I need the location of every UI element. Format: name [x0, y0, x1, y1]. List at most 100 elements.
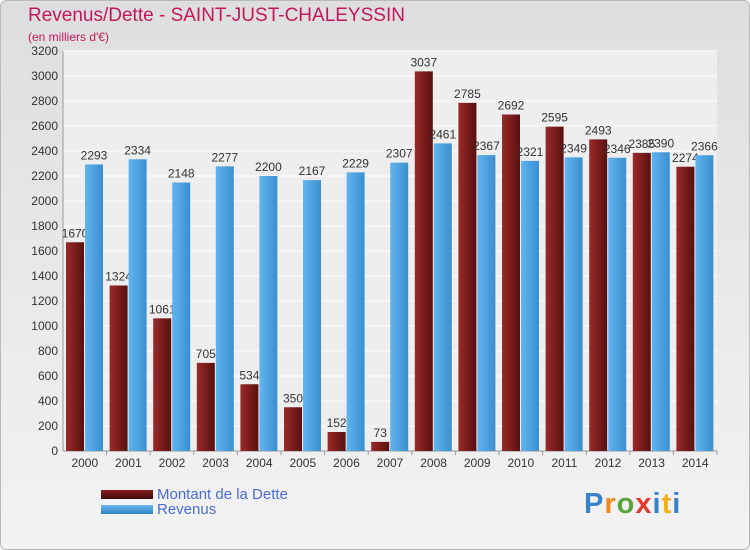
- bar-revenue: [390, 162, 409, 451]
- x-tick-label: 2006: [333, 456, 360, 470]
- y-tick-label: 1200: [31, 294, 58, 308]
- data-label-debt: 1324: [105, 270, 132, 284]
- data-label-debt: 350: [283, 391, 303, 405]
- y-tick-label: 200: [38, 419, 58, 433]
- y-tick-label: 2200: [31, 169, 58, 183]
- data-label-debt: 2692: [498, 99, 525, 113]
- y-tick-label: 600: [38, 369, 58, 383]
- chart-title: Revenus/Dette - SAINT-JUST-CHALEYSSIN: [28, 5, 405, 26]
- bar-revenue: [215, 166, 234, 451]
- y-tick-label: 2800: [31, 94, 58, 108]
- bar-revenue: [608, 157, 627, 451]
- bar-debt: [545, 126, 564, 451]
- y-tick-label: 1000: [31, 319, 58, 333]
- data-label-revenue: 2346: [604, 142, 631, 156]
- data-label-revenue: 2277: [211, 150, 238, 164]
- data-label-revenue: 2349: [560, 141, 587, 155]
- data-label-debt: 2595: [541, 111, 568, 125]
- x-tick-label: 2003: [202, 456, 229, 470]
- data-label-debt: 2274: [672, 151, 699, 165]
- data-label-debt: 1061: [149, 302, 176, 316]
- legend-label-debt: Montant de la Dette: [157, 486, 288, 503]
- y-tick-label: 2600: [31, 119, 58, 133]
- bar-debt: [66, 242, 84, 451]
- x-tick-label: 2005: [289, 456, 316, 470]
- data-label-revenue: 2366: [691, 139, 718, 153]
- bar-revenue: [303, 180, 321, 451]
- data-label-revenue: 2390: [647, 136, 674, 150]
- x-tick-label: 2010: [507, 456, 534, 470]
- data-label-debt: 3037: [410, 55, 437, 69]
- y-tick-label: 800: [38, 344, 58, 358]
- x-tick-label: 2007: [377, 456, 404, 470]
- bar-revenue: [651, 152, 670, 451]
- y-tick-label: 3200: [31, 44, 58, 58]
- x-tick-label: 2013: [638, 456, 665, 470]
- data-label-debt: 2493: [585, 123, 612, 137]
- legend-label-revenue: Revenus: [157, 501, 217, 518]
- legend-swatch-revenue: [101, 505, 153, 514]
- y-tick-label: 1800: [31, 219, 58, 233]
- x-tick-label: 2004: [246, 456, 273, 470]
- y-tick-label: 1400: [31, 269, 58, 283]
- bar-debt: [196, 362, 215, 451]
- x-tick-label: 2011: [551, 456, 577, 470]
- data-label-revenue: 2293: [81, 148, 108, 162]
- bar-debt: [284, 407, 302, 451]
- y-tick-label: 0: [51, 444, 58, 458]
- y-tick-label: 400: [38, 394, 58, 408]
- data-label-debt: 2385: [628, 137, 655, 151]
- bar-debt: [371, 441, 390, 451]
- x-tick-label: 2014: [682, 456, 709, 470]
- data-label-revenue: 2229: [342, 156, 369, 170]
- bar-revenue: [695, 155, 714, 451]
- bar-revenue: [433, 143, 452, 451]
- bar-debt: [589, 139, 608, 451]
- legend-swatch-debt: [101, 490, 153, 499]
- y-tick-label: 3000: [31, 69, 58, 83]
- data-label-debt: 2785: [454, 87, 481, 101]
- x-tick-label: 2001: [115, 456, 142, 470]
- y-tick-label: 1600: [31, 244, 58, 258]
- bar-debt: [327, 432, 346, 451]
- bar-revenue: [346, 172, 365, 451]
- data-label-revenue: 2167: [299, 164, 326, 178]
- data-label-revenue: 2321: [517, 145, 544, 159]
- bar-debt: [414, 71, 433, 451]
- proxiti-logo: Proxiti: [584, 488, 682, 520]
- bar-revenue: [128, 159, 147, 451]
- chart-subtitle: (en milliers d'€): [28, 30, 109, 44]
- bar-revenue: [259, 176, 278, 451]
- bar-revenue: [564, 157, 583, 451]
- data-label-revenue: 2461: [429, 127, 456, 141]
- data-label-revenue: 2307: [386, 147, 413, 161]
- bar-debt: [153, 318, 172, 451]
- bar-debt: [676, 166, 695, 451]
- bar-revenue: [85, 164, 103, 451]
- x-tick-label: 2002: [159, 456, 186, 470]
- bar-revenue: [477, 155, 496, 451]
- bar-revenue: [172, 182, 191, 451]
- data-label-revenue: 2367: [473, 139, 500, 153]
- bar-revenue: [521, 160, 539, 451]
- x-tick-label: 2000: [71, 456, 98, 470]
- bar-debt: [240, 384, 259, 451]
- x-tick-label: 2008: [420, 456, 447, 470]
- data-label-debt: 73: [374, 426, 388, 440]
- data-label-debt: 705: [196, 347, 216, 361]
- bar-debt: [109, 285, 128, 451]
- x-tick-label: 2009: [464, 456, 491, 470]
- data-label-revenue: 2334: [124, 143, 151, 157]
- data-label-debt: 152: [327, 416, 347, 430]
- bar-debt: [458, 102, 477, 451]
- data-label-revenue: 2148: [168, 167, 195, 181]
- y-tick-label: 2000: [31, 194, 58, 208]
- y-tick-label: 2400: [31, 144, 58, 158]
- data-label-debt: 534: [239, 368, 259, 382]
- x-tick-label: 2012: [595, 456, 622, 470]
- data-label-debt: 1670: [62, 226, 89, 240]
- data-label-revenue: 2200: [255, 160, 282, 174]
- bar-debt: [632, 152, 651, 451]
